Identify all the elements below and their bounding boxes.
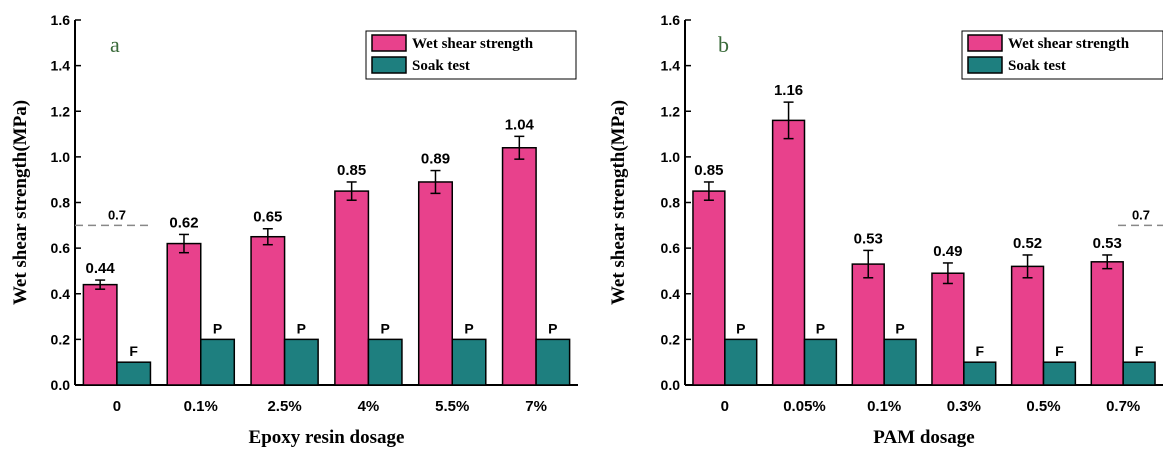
y-tick-label: 1.6 — [661, 12, 681, 28]
soak-test-bar — [1042, 361, 1077, 386]
wet-shear-value-label: 0.85 — [694, 162, 723, 179]
x-tick-label: 0.1% — [867, 398, 901, 415]
wet-shear-bar — [851, 263, 885, 386]
soak-test-bar — [883, 338, 917, 386]
x-tick-label: 0.7% — [1106, 398, 1140, 415]
x-tick-label: 0.3% — [947, 398, 981, 415]
y-axis-title: Wet shear strength(MPa) — [10, 100, 31, 305]
y-tick-label: 0.6 — [51, 240, 71, 256]
soak-test-bar — [283, 338, 319, 386]
soak-test-label: P — [297, 320, 306, 336]
panel-letter: a — [110, 32, 120, 57]
wet-shear-bar — [501, 147, 537, 386]
legend-swatch — [371, 34, 407, 52]
x-tick-label: 7% — [525, 398, 547, 415]
soak-test-bar — [116, 361, 152, 386]
soak-test-label: P — [464, 320, 473, 336]
soak-test-label: P — [895, 320, 904, 336]
wet-shear-value-label: 1.16 — [774, 82, 803, 99]
legend-swatch — [967, 56, 1003, 74]
wet-shear-value-label: 0.49 — [933, 243, 962, 260]
reference-line-label: 0.7 — [1132, 207, 1150, 222]
legend-swatch — [967, 34, 1003, 52]
wet-shear-value-label: 0.53 — [1093, 235, 1122, 252]
y-tick-label: 0.8 — [661, 195, 681, 211]
soak-test-label: F — [129, 343, 138, 359]
soak-test-bar — [200, 338, 236, 386]
soak-test-label: P — [736, 320, 745, 336]
legend-label: Soak test — [412, 58, 470, 74]
wet-shear-bar — [334, 190, 370, 386]
wet-shear-value-label: 1.04 — [505, 116, 535, 133]
y-tick-label: 0.4 — [51, 286, 71, 302]
y-tick-label: 0.0 — [51, 377, 71, 393]
y-tick-label: 0.0 — [661, 377, 681, 393]
soak-test-bar — [451, 338, 487, 386]
soak-test-label: F — [1135, 343, 1144, 359]
legend-swatch — [371, 56, 407, 74]
wet-shear-bar — [82, 283, 118, 386]
y-tick-label: 1.4 — [51, 58, 71, 74]
soak-test-bar — [963, 361, 997, 386]
soak-test-bar — [367, 338, 403, 386]
wet-shear-bar — [250, 235, 286, 386]
wet-shear-bar — [166, 242, 202, 386]
wet-shear-bar — [1010, 265, 1045, 386]
y-tick-label: 1.2 — [661, 103, 681, 119]
x-axis-title: Epoxy resin dosage — [249, 427, 405, 448]
wet-shear-value-label: 0.52 — [1013, 235, 1042, 252]
legend-label: Soak test — [1008, 58, 1066, 74]
wet-shear-bar — [931, 272, 965, 386]
x-tick-label: 2.5% — [267, 398, 301, 415]
x-tick-label: 5.5% — [435, 398, 469, 415]
soak-test-label: P — [213, 320, 222, 336]
soak-test-bar — [724, 338, 758, 386]
soak-test-label: P — [816, 320, 825, 336]
soak-test-bar — [1122, 361, 1156, 386]
y-tick-label: 1.4 — [661, 58, 681, 74]
wet-shear-bar — [417, 181, 454, 386]
y-tick-label: 1.0 — [661, 149, 681, 165]
y-tick-label: 0.8 — [51, 195, 71, 211]
soak-test-label: P — [548, 320, 557, 336]
y-axis-title: Wet shear strength(MPa) — [608, 100, 629, 305]
soak-test-bar — [803, 338, 838, 386]
wet-shear-value-label: 0.44 — [86, 260, 116, 277]
x-tick-label: 0.5% — [1026, 398, 1060, 415]
wet-shear-bar — [692, 190, 726, 386]
x-tick-label: 0.1% — [184, 398, 218, 415]
y-tick-label: 0.6 — [661, 240, 681, 256]
reference-line-label: 0.7 — [108, 207, 126, 222]
legend-label: Wet shear strength — [1008, 36, 1130, 52]
y-tick-label: 0.2 — [51, 331, 71, 347]
soak-test-label: F — [975, 343, 984, 359]
wet-shear-value-label: 0.65 — [253, 209, 282, 226]
panel-letter: b — [718, 32, 729, 57]
soak-test-bar — [535, 338, 571, 386]
chart-panel-a: 0.0 0.2 0.4 0.6 0.8 1.0 1.2 1.4 1.6 0.7 0.44 F 0 0.62… — [10, 12, 578, 448]
chart-panel-b: 0.0 0.2 0.4 0.6 0.8 1.0 1.2 1.4 1.6 0.7 0.85 P 0 1.16… — [608, 12, 1163, 448]
soak-test-label: F — [1055, 343, 1064, 359]
wet-shear-bar — [771, 119, 806, 386]
wet-shear-value-label: 0.62 — [169, 214, 198, 231]
y-tick-label: 0.4 — [661, 286, 681, 302]
legend-label: Wet shear strength — [412, 36, 534, 52]
y-tick-label: 0.2 — [661, 331, 681, 347]
x-axis-title: PAM dosage — [873, 427, 975, 448]
x-tick-label: 4% — [358, 398, 380, 415]
y-tick-label: 1.2 — [51, 103, 71, 119]
wet-shear-value-label: 0.85 — [337, 162, 366, 179]
wet-shear-bar — [1090, 261, 1124, 386]
x-tick-label: 0 — [113, 398, 121, 415]
y-tick-label: 1.6 — [51, 12, 71, 28]
x-tick-label: 0.05% — [783, 398, 826, 415]
soak-test-label: P — [381, 320, 390, 336]
y-tick-label: 1.0 — [51, 149, 71, 165]
wet-shear-value-label: 0.89 — [421, 151, 450, 168]
x-tick-label: 0 — [721, 398, 729, 415]
wet-shear-value-label: 0.53 — [854, 230, 883, 247]
